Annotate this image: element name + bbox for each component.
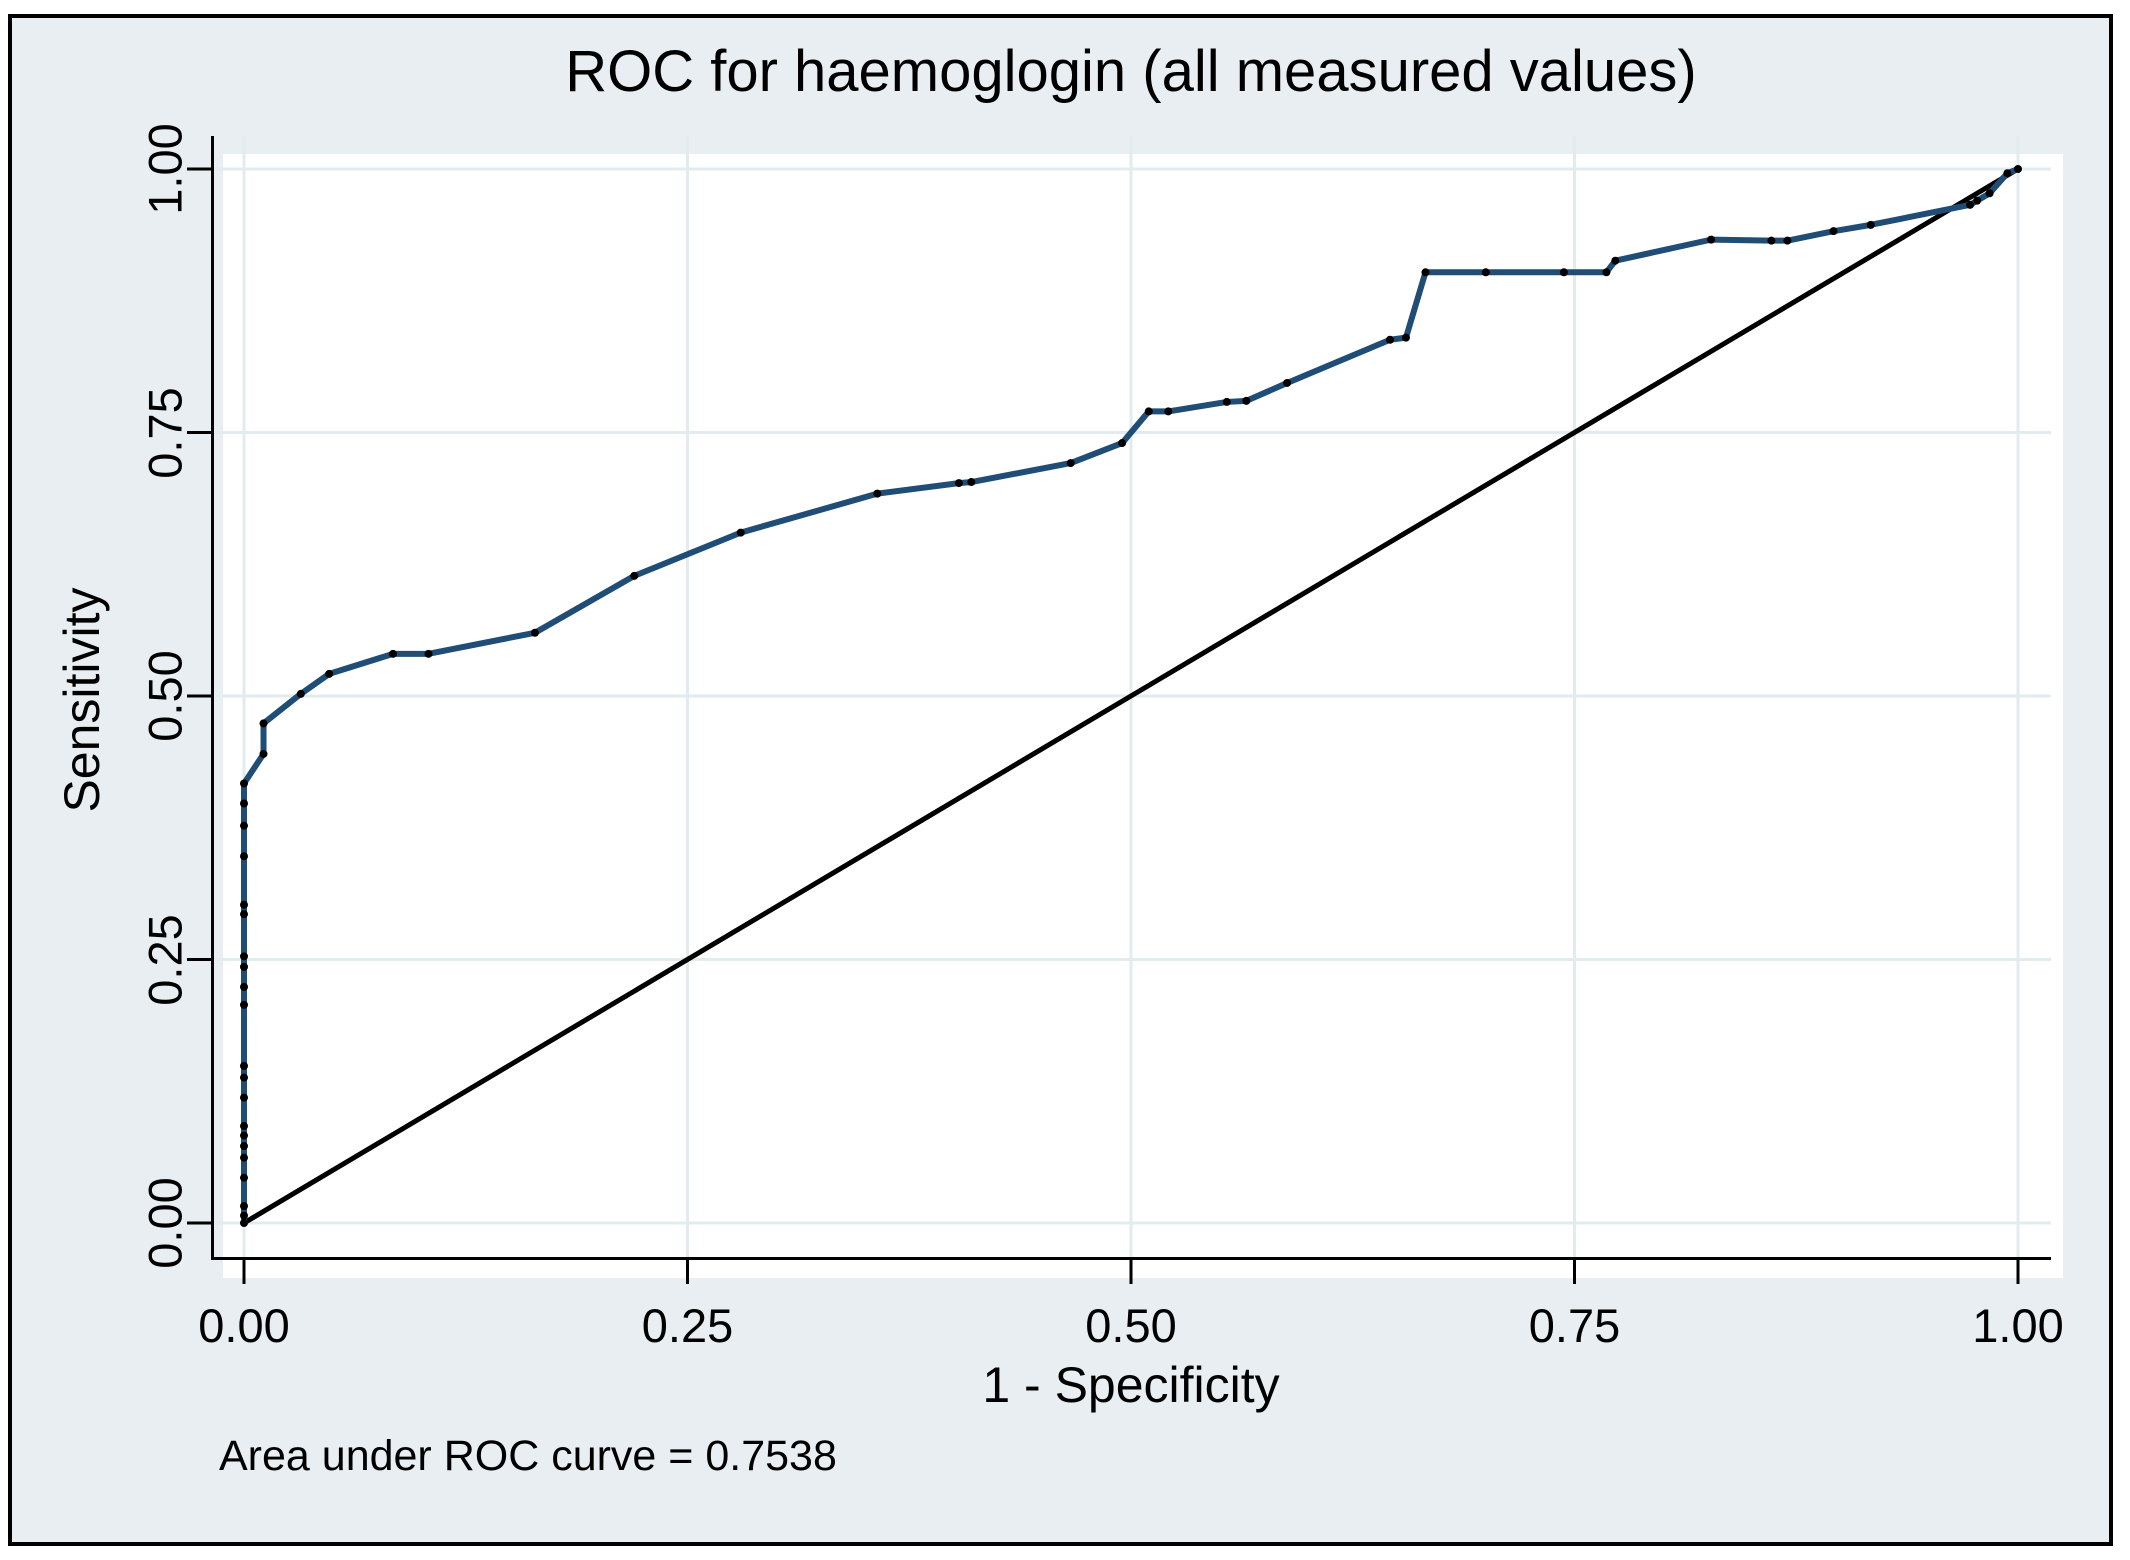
- roc-marker: [240, 1093, 248, 1102]
- roc-marker: [530, 628, 539, 637]
- roc-marker: [296, 689, 305, 698]
- roc-marker: [389, 649, 398, 658]
- roc-marker: [1829, 227, 1838, 236]
- reference-line: [242, 166, 2020, 1226]
- roc-marker: [240, 799, 248, 808]
- roc-marker: [1118, 439, 1127, 448]
- roc-marker: [1602, 268, 1611, 277]
- roc-marker: [240, 779, 248, 788]
- x-tick-label: 0.00: [198, 1299, 290, 1352]
- x-tick-label: 0.75: [1528, 1299, 1621, 1352]
- roc-marker: [1242, 396, 1251, 405]
- roc-marker: [240, 1211, 248, 1220]
- roc-marker: [1559, 268, 1568, 277]
- roc-marker: [1401, 333, 1410, 342]
- roc-marker: [1222, 397, 1231, 406]
- roc-marker: [967, 478, 976, 487]
- y-tick-label-text: 0.25: [138, 913, 192, 1006]
- roc-marker: [1707, 235, 1716, 244]
- roc-marker: [954, 479, 963, 488]
- roc-marker: [240, 1142, 248, 1151]
- roc-marker: [240, 1000, 248, 1009]
- plot-area-background: [223, 154, 2063, 1278]
- roc-marker: [1481, 268, 1490, 277]
- x-tick-label: 1.00: [1972, 1299, 2064, 1352]
- roc-marker: [240, 952, 248, 961]
- roc-marker: [2003, 169, 2012, 178]
- plot-area-svg: [187, 136, 2051, 1284]
- roc-marker: [1611, 256, 1620, 265]
- roc-marker: [1283, 378, 1292, 387]
- roc-marker: [325, 669, 334, 678]
- y-tick-label-text: 0.50: [138, 650, 192, 742]
- roc-marker: [1973, 196, 1982, 205]
- roc-marker: [240, 821, 248, 830]
- roc-marker: [240, 982, 248, 991]
- roc-marker: [240, 1061, 248, 1070]
- roc-marker: [240, 910, 248, 919]
- roc-marker: [240, 900, 248, 909]
- roc-marker: [240, 852, 248, 861]
- figure-frame: [8, 14, 2113, 1546]
- y-tick-label-text: 0.00: [138, 1177, 192, 1269]
- roc-marker: [1767, 236, 1776, 245]
- y-axis-title-text: Sensitivity: [54, 587, 110, 813]
- x-tick-label: 0.50: [1085, 1299, 1177, 1352]
- roc-marker: [240, 1173, 248, 1182]
- roc-marker: [1164, 407, 1173, 416]
- roc-marker: [736, 528, 745, 537]
- roc-marker: [1421, 268, 1430, 277]
- x-axis-title: 1 - Specificity: [982, 1357, 1280, 1413]
- y-tick-label-text: 1.00: [138, 123, 192, 215]
- roc-marker: [1066, 459, 1075, 468]
- roc-marker: [240, 1153, 248, 1162]
- chart-title: ROC for haemoglogin (all measured values…: [565, 39, 1697, 104]
- roc-marker: [240, 1131, 248, 1140]
- roc-marker: [240, 1073, 248, 1082]
- x-tick-label: 0.25: [641, 1299, 734, 1352]
- roc-marker: [259, 719, 268, 728]
- roc-marker: [240, 962, 248, 971]
- roc-marker: [630, 571, 639, 580]
- roc-marker: [2014, 165, 2022, 173]
- roc-marker: [1144, 407, 1153, 416]
- roc-marker: [1866, 220, 1875, 229]
- roc-marker: [1966, 200, 1975, 209]
- roc-marker: [240, 1202, 248, 1211]
- roc-marker: [1783, 236, 1792, 245]
- roc-marker: [240, 1122, 248, 1131]
- roc-marker: [1386, 335, 1395, 344]
- roc-marker: [240, 1219, 248, 1227]
- roc-marker: [1985, 189, 1994, 198]
- roc-marker: [873, 489, 882, 498]
- auc-note: Area under ROC curve = 0.7538: [219, 1432, 837, 1480]
- roc-marker: [259, 749, 268, 758]
- y-tick-label-text: 0.75: [138, 386, 192, 479]
- roc-marker: [424, 649, 433, 658]
